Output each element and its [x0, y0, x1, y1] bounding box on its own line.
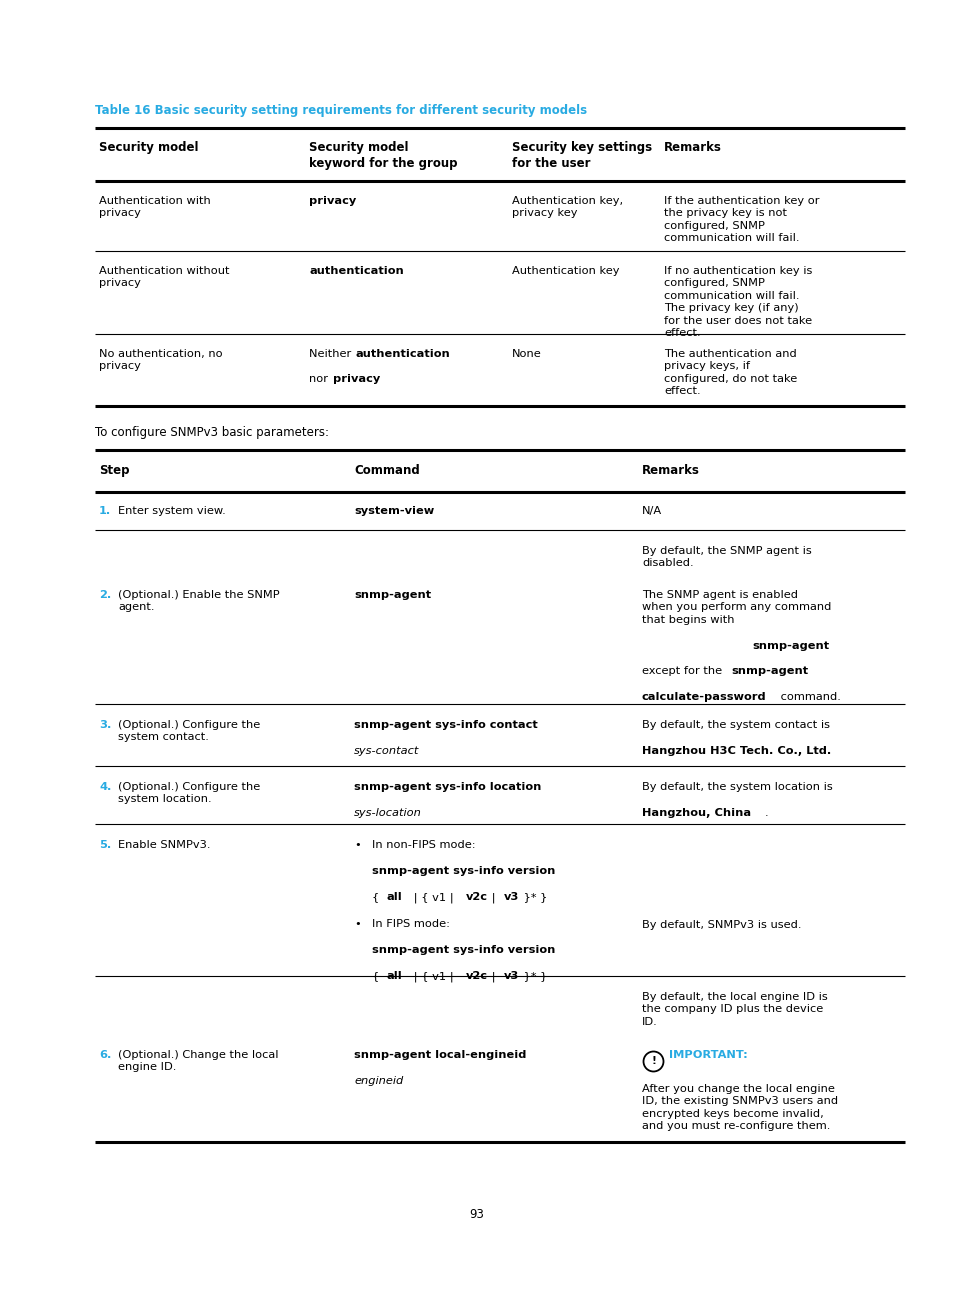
Text: !: !	[650, 1055, 656, 1065]
Text: snmp-agent: snmp-agent	[354, 590, 431, 600]
Text: No authentication, no
privacy: No authentication, no privacy	[99, 349, 222, 372]
Text: nor: nor	[309, 375, 332, 385]
Text: N/A: N/A	[641, 505, 661, 516]
Text: Command: Command	[354, 464, 419, 477]
Text: After you change the local engine
ID, the existing SNMPv3 users and
encrypted ke: After you change the local engine ID, th…	[641, 1083, 838, 1131]
Text: authentication: authentication	[355, 349, 449, 359]
Text: In non-FIPS mode:: In non-FIPS mode:	[372, 840, 476, 850]
Text: Remarks: Remarks	[663, 141, 721, 154]
Text: (Optional.) Enable the SNMP
agent.: (Optional.) Enable the SNMP agent.	[118, 590, 279, 613]
Text: Enable SNMPv3.: Enable SNMPv3.	[118, 840, 211, 850]
Text: sys-location: sys-location	[354, 807, 421, 818]
Text: Security model: Security model	[99, 141, 198, 154]
Text: By default, the system location is: By default, the system location is	[641, 781, 832, 792]
Text: engineid: engineid	[354, 1076, 403, 1086]
Text: 1.: 1.	[99, 505, 112, 516]
Text: By default, the local engine ID is
the company ID plus the device
ID.: By default, the local engine ID is the c…	[641, 991, 827, 1026]
Text: 6.: 6.	[99, 1050, 112, 1060]
Text: Security key settings
for the user: Security key settings for the user	[512, 141, 652, 170]
Text: Security model
keyword for the group: Security model keyword for the group	[309, 141, 457, 170]
Text: 93: 93	[469, 1208, 484, 1221]
Text: 2.: 2.	[99, 590, 112, 600]
Text: Table 16 Basic security setting requirements for different security models: Table 16 Basic security setting requirem…	[95, 104, 586, 117]
Text: sys-contact: sys-contact	[354, 746, 419, 756]
Text: }* }: }* }	[519, 971, 547, 981]
Text: authentication: authentication	[309, 266, 403, 276]
Text: The authentication and
privacy keys, if
configured, do not take
effect.: The authentication and privacy keys, if …	[663, 349, 797, 397]
Text: v2c: v2c	[465, 971, 488, 981]
Text: In FIPS mode:: In FIPS mode:	[372, 919, 450, 929]
Text: IMPORTANT:: IMPORTANT:	[668, 1050, 747, 1060]
Text: | { v1 |: | { v1 |	[410, 892, 456, 902]
Text: By default, the SNMP agent is
disabled.: By default, the SNMP agent is disabled.	[641, 546, 811, 569]
Text: Neither: Neither	[309, 349, 355, 359]
Text: By default, SNMPv3 is used.: By default, SNMPv3 is used.	[641, 920, 801, 931]
Text: }* }: }* }	[519, 892, 547, 902]
Text: Hangzhou, China: Hangzhou, China	[641, 807, 750, 818]
Text: v3: v3	[503, 892, 518, 902]
Text: •: •	[354, 919, 360, 929]
Text: command.: command.	[776, 692, 840, 702]
Text: v2c: v2c	[465, 892, 488, 902]
Text: {: {	[372, 892, 382, 902]
Text: The SNMP agent is enabled
when you perform any command
that begins with: The SNMP agent is enabled when you perfo…	[641, 590, 830, 625]
Text: Remarks: Remarks	[641, 464, 700, 477]
Text: Authentication key,
privacy key: Authentication key, privacy key	[512, 196, 622, 219]
Text: | { v1 |: | { v1 |	[410, 971, 456, 981]
Text: snmp-agent local-engineid: snmp-agent local-engineid	[354, 1050, 526, 1060]
Text: Authentication without
privacy: Authentication without privacy	[99, 266, 230, 289]
Text: all: all	[386, 971, 401, 981]
Text: privacy: privacy	[333, 375, 380, 385]
Text: If the authentication key or
the privacy key is not
configured, SNMP
communicati: If the authentication key or the privacy…	[663, 196, 819, 244]
Text: v3: v3	[503, 971, 518, 981]
Text: By default, the system contact is: By default, the system contact is	[641, 721, 829, 730]
Text: all: all	[386, 892, 401, 902]
Text: None: None	[512, 349, 541, 359]
Text: system-view: system-view	[354, 505, 434, 516]
Text: If no authentication key is
configured, SNMP
communication will fail.
The privac: If no authentication key is configured, …	[663, 266, 812, 338]
Text: calculate-password: calculate-password	[641, 692, 766, 702]
Text: except for the: except for the	[641, 666, 725, 677]
Text: |: |	[488, 971, 498, 981]
Text: Authentication key: Authentication key	[512, 266, 618, 276]
Text: To configure SNMPv3 basic parameters:: To configure SNMPv3 basic parameters:	[95, 426, 329, 439]
Text: privacy: privacy	[309, 196, 355, 206]
Text: •: •	[354, 840, 360, 850]
Text: snmp-agent sys-info version: snmp-agent sys-info version	[372, 945, 555, 955]
Text: Authentication with
privacy: Authentication with privacy	[99, 196, 211, 219]
Text: Hangzhou H3C Tech. Co., Ltd.: Hangzhou H3C Tech. Co., Ltd.	[641, 746, 830, 756]
Text: 3.: 3.	[99, 721, 112, 730]
Text: 4.: 4.	[99, 781, 112, 792]
Text: |: |	[488, 892, 498, 902]
Text: (Optional.) Configure the
system contact.: (Optional.) Configure the system contact…	[118, 721, 260, 743]
Text: snmp-agent: snmp-agent	[751, 642, 828, 651]
Text: Enter system view.: Enter system view.	[118, 505, 226, 516]
Text: 5.: 5.	[99, 840, 112, 850]
Text: snmp-agent: snmp-agent	[730, 666, 807, 677]
Text: Step: Step	[99, 464, 130, 477]
Text: .: .	[764, 807, 768, 818]
Text: snmp-agent sys-info contact: snmp-agent sys-info contact	[354, 721, 537, 730]
Text: (Optional.) Change the local
engine ID.: (Optional.) Change the local engine ID.	[118, 1050, 278, 1072]
Text: snmp-agent sys-info location: snmp-agent sys-info location	[354, 781, 540, 792]
Text: (Optional.) Configure the
system location.: (Optional.) Configure the system locatio…	[118, 781, 260, 805]
Text: {: {	[372, 971, 382, 981]
Text: snmp-agent sys-info version: snmp-agent sys-info version	[372, 866, 555, 876]
